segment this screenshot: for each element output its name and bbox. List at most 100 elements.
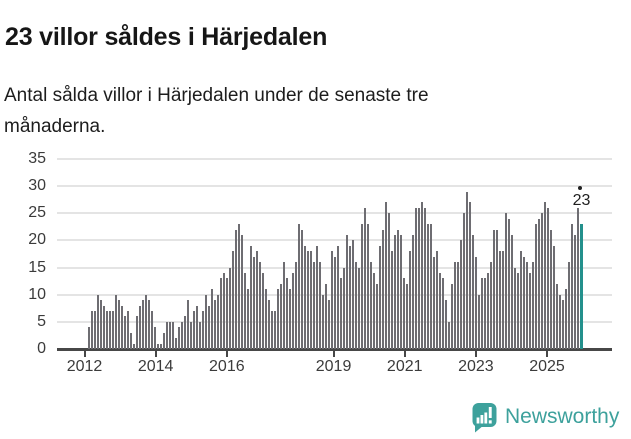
bar [352,240,355,349]
bar [238,224,241,349]
bar [355,262,358,349]
bar [322,294,325,349]
bar [367,224,370,349]
bar [166,321,169,349]
bar [169,321,172,349]
bar [358,267,361,349]
bar [439,273,442,349]
bar [562,300,565,349]
bar [148,300,151,349]
bar [283,262,286,349]
bar [418,207,421,349]
bar [541,213,544,349]
bar [328,300,331,349]
bar [109,311,112,349]
bar [106,311,109,349]
bar [556,283,559,349]
x-tick-label: 2014 [137,358,174,375]
bar [247,289,250,349]
bar [448,321,451,349]
bar [277,289,280,349]
bar [88,327,91,349]
page-title: 23 villor såldes i Härjedalen [5,22,328,51]
y-tick-label: 15 [28,258,46,276]
gridline [57,185,612,188]
bar [163,332,166,349]
bar [289,289,292,349]
bar [262,273,265,349]
x-tick [403,350,406,357]
bar [484,278,487,349]
bar [370,262,373,349]
x-tick [83,350,86,357]
bar [244,273,247,349]
bar [514,267,517,349]
x-tick [474,350,477,357]
bar [475,256,478,349]
bar [286,278,289,349]
bar [229,267,232,349]
bar [181,321,184,349]
bar [547,207,550,349]
bar [232,251,235,349]
newsworthy-icon [472,402,497,432]
bar [526,262,529,349]
x-tick-label: 2025 [529,358,565,375]
bar [298,224,301,349]
bar [391,251,394,349]
bar [427,224,430,349]
bar [127,311,130,349]
bar [340,278,343,349]
bar [121,305,124,349]
x-tick-label: 2021 [386,358,423,375]
bar [112,311,115,349]
bar [478,294,481,349]
bar [373,273,376,349]
bar [265,289,268,349]
bar [319,262,322,349]
bar [214,300,217,349]
y-tick-label: 5 [37,312,46,330]
bar [388,213,391,349]
bar [133,343,136,349]
x-tick [154,350,157,357]
bar [379,245,382,349]
bar [292,273,295,349]
gridline [57,212,612,215]
bar [220,278,223,349]
y-tick-label: 35 [28,150,46,167]
bar [202,311,205,349]
bar [223,273,226,349]
bar [496,229,499,349]
newsworthy-logo: Newsworthy [472,401,619,433]
bar [217,294,220,349]
bar [487,273,490,349]
bar [466,191,469,349]
bar [535,224,538,349]
bar [490,262,493,349]
bar [406,283,409,349]
bar [316,245,319,349]
bar [268,300,271,349]
bar [523,256,526,349]
bar [544,202,547,349]
bar [187,300,190,349]
chart-subtitle: Antal sålda villor i Härjedalen under de… [4,85,429,137]
bar-latest-highlighted [580,224,583,349]
bar [565,289,568,349]
x-tick-label: 2012 [66,358,103,375]
bar [193,311,196,349]
bar [481,278,484,349]
bar [499,251,502,349]
x-tick-label: 2016 [209,358,245,375]
latest-value-marker-dot [577,186,582,190]
bar [253,256,256,349]
bar [463,213,466,349]
bar [142,300,145,349]
bar [376,283,379,349]
bar [118,300,121,349]
bar [385,202,388,349]
bar [208,305,211,349]
bar [100,300,103,349]
